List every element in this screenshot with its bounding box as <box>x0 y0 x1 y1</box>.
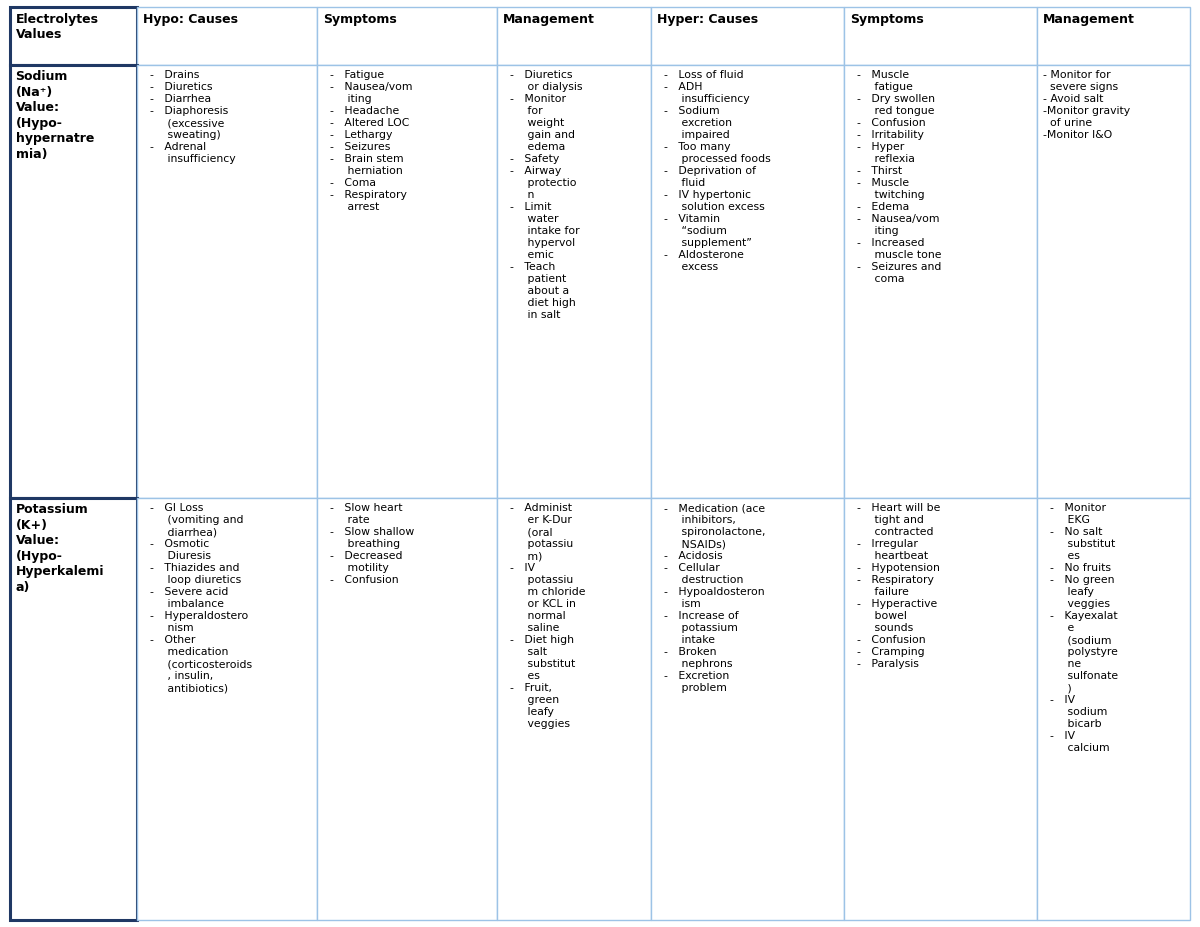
Text: Electrolytes
Values: Electrolytes Values <box>16 13 98 42</box>
Text: Management: Management <box>1043 13 1134 26</box>
Bar <box>650 7 844 65</box>
Text: -   Muscle
       fatigue
  -   Dry swollen
       red tongue
  -   Confusion
  : - Muscle fatigue - Dry swollen red tongu… <box>850 70 941 285</box>
Text: -   Drains
  -   Diuretics
  -   Diarrhea
  -   Diaphoresis
       (excessive
  : - Drains - Diuretics - Diarrhea - Diapho… <box>143 70 236 164</box>
Text: -   Diuretics
       or dialysis
  -   Monitor
       for
       weight
       g: - Diuretics or dialysis - Monitor for we… <box>503 70 582 321</box>
Text: Management: Management <box>503 13 595 26</box>
Text: -   GI Loss
       (vomiting and
       diarrhea)
  -   Osmotic
       Diuresis
: - GI Loss (vomiting and diarrhea) - Osmo… <box>143 503 252 693</box>
Bar <box>317 65 497 498</box>
Bar <box>650 65 844 498</box>
Text: -   Administ
       er K-Dur
       (oral
       potassiu
       m)
  -   IV
   : - Administ er K-Dur (oral potassiu m) - … <box>503 503 586 730</box>
Bar <box>844 498 1037 920</box>
Text: Hyper: Causes: Hyper: Causes <box>656 13 758 26</box>
Text: - Monitor for
  severe signs
- Avoid salt
-Monitor gravity
  of urine
-Monitor I: - Monitor for severe signs - Avoid salt … <box>1043 70 1129 140</box>
Bar <box>10 7 137 65</box>
Bar <box>10 498 137 920</box>
Bar <box>317 7 497 65</box>
Bar <box>317 498 497 920</box>
Bar <box>10 65 137 498</box>
Text: -   Slow heart
       rate
  -   Slow shallow
       breathing
  -   Decreased
 : - Slow heart rate - Slow shallow breathi… <box>323 503 414 585</box>
Bar <box>844 7 1037 65</box>
Text: Symptoms: Symptoms <box>323 13 397 26</box>
Bar <box>1037 498 1190 920</box>
Bar <box>844 65 1037 498</box>
Text: -   Loss of fluid
  -   ADH
       insufficiency
  -   Sodium
       excretion
 : - Loss of fluid - ADH insufficiency - So… <box>656 70 770 273</box>
Text: Symptoms: Symptoms <box>850 13 924 26</box>
Text: -   Fatigue
  -   Nausea/vom
       iting
  -   Headache
  -   Altered LOC
  -  : - Fatigue - Nausea/vom iting - Headache … <box>323 70 413 212</box>
Bar <box>137 498 317 920</box>
Text: -   Heart will be
       tight and
       contracted
  -   Irregular
       hear: - Heart will be tight and contracted - I… <box>850 503 940 669</box>
Text: -   Monitor
       EKG
  -   No salt
       substitut
       es
  -   No fruits
: - Monitor EKG - No salt substitut es - N… <box>1043 503 1117 754</box>
Bar <box>1037 65 1190 498</box>
Text: Potassium
(K+)
Value:
(Hypo-
Hyperkalemi
a): Potassium (K+) Value: (Hypo- Hyperkalemi… <box>16 503 104 594</box>
Text: -   Medication (ace
       inhibitors,
       spironolactone,
       NSAIDs)
  -: - Medication (ace inhibitors, spironolac… <box>656 503 766 693</box>
Bar <box>1037 7 1190 65</box>
Bar <box>650 498 844 920</box>
Text: Sodium
(Na⁺)
Value:
(Hypo-
hypernatre
mia): Sodium (Na⁺) Value: (Hypo- hypernatre mi… <box>16 70 94 161</box>
Bar <box>497 65 650 498</box>
Text: Hypo: Causes: Hypo: Causes <box>143 13 239 26</box>
Bar <box>497 498 650 920</box>
Bar <box>497 7 650 65</box>
Bar <box>137 7 317 65</box>
Bar <box>137 65 317 498</box>
